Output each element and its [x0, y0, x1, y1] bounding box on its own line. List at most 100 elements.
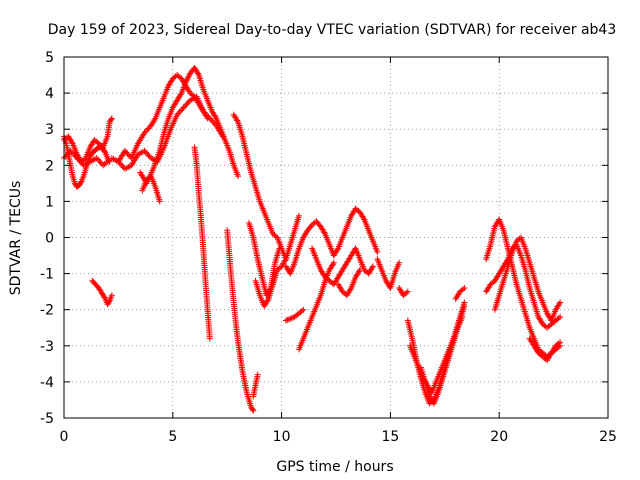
x-tick-label: 20	[490, 429, 508, 445]
data-point	[174, 111, 181, 118]
data-point	[118, 161, 125, 168]
data-point	[374, 248, 381, 255]
data-point	[93, 155, 100, 162]
y-tick-label: 0	[45, 231, 54, 247]
data-point	[202, 111, 209, 118]
data-point	[108, 115, 115, 122]
data-point	[195, 70, 202, 77]
data-point	[403, 289, 410, 296]
data-point	[369, 263, 376, 270]
data-point	[142, 128, 149, 135]
y-tick-label: -4	[40, 375, 54, 391]
y-tick-label: 1	[45, 194, 54, 210]
data-point	[108, 292, 115, 299]
data-point	[208, 116, 215, 123]
data-point	[264, 297, 271, 304]
data-point	[334, 246, 341, 253]
data-point	[121, 147, 128, 154]
data-point	[210, 119, 217, 126]
data-point	[200, 108, 207, 115]
data-point	[71, 152, 78, 159]
x-axis-label: GPS time / hours	[276, 459, 393, 475]
data-point	[557, 299, 564, 306]
y-tick-label: 3	[45, 122, 54, 138]
x-tick-label: 0	[60, 429, 69, 445]
data-point	[104, 158, 111, 165]
data-point	[116, 160, 123, 167]
data-point	[179, 105, 186, 112]
data-point	[250, 407, 257, 414]
data-point	[556, 300, 563, 307]
data-point	[300, 306, 307, 313]
data-point	[70, 150, 77, 157]
data-point	[557, 313, 564, 320]
data-point	[360, 215, 367, 222]
data-point	[123, 149, 130, 156]
data-point	[307, 223, 314, 230]
data-point	[288, 315, 295, 322]
data-point	[249, 406, 256, 413]
data-point	[96, 157, 103, 164]
x-tick-label: 10	[273, 429, 291, 445]
x-tick-label: 25	[599, 429, 617, 445]
data-point	[461, 303, 468, 310]
data-point	[321, 229, 328, 236]
data-point	[75, 156, 82, 163]
data-point	[151, 116, 158, 123]
data-point	[178, 107, 185, 114]
data-point	[555, 315, 562, 322]
data-point	[94, 156, 101, 163]
y-tick-label: 4	[45, 86, 54, 102]
data-point	[124, 150, 131, 157]
data-point	[77, 179, 84, 186]
data-point	[356, 266, 363, 273]
data-point	[144, 126, 151, 133]
data-point	[204, 112, 211, 119]
data-point	[234, 117, 241, 124]
y-tick-label: -2	[40, 303, 54, 319]
data-point	[144, 150, 151, 157]
data-point	[461, 285, 468, 292]
data-point	[175, 110, 182, 117]
data-point	[298, 307, 305, 314]
data-point	[81, 156, 88, 163]
data-point	[396, 259, 403, 266]
data-point	[404, 288, 411, 295]
data-point	[97, 159, 104, 166]
y-tick-label: 5	[45, 50, 54, 66]
data-point	[67, 147, 74, 154]
data-point	[115, 158, 122, 165]
data-point	[101, 294, 108, 301]
data-point	[125, 152, 132, 159]
data-point	[459, 286, 466, 293]
data-point	[62, 153, 69, 160]
data-point	[77, 159, 84, 166]
data-point	[235, 173, 242, 180]
y-tick-label: -1	[40, 267, 54, 283]
data-point	[254, 371, 261, 378]
y-tick-label: -5	[40, 411, 54, 427]
x-tick-label: 5	[168, 429, 177, 445]
data-point	[176, 108, 183, 115]
data-point	[181, 103, 188, 110]
data-point	[287, 315, 294, 322]
data-point	[276, 245, 283, 252]
data-point	[64, 150, 71, 157]
data-point	[282, 256, 289, 263]
data-point	[145, 152, 152, 159]
data-point	[141, 147, 148, 154]
data-points	[61, 64, 564, 414]
data-point	[180, 104, 187, 111]
data-point	[201, 109, 208, 116]
chart-title: Day 159 of 2023, Sidereal Day-to-day VTE…	[48, 22, 617, 38]
data-point	[68, 149, 75, 156]
data-point	[108, 116, 115, 123]
data-point	[68, 139, 75, 146]
data-point	[184, 100, 191, 107]
data-point	[206, 335, 213, 342]
data-point	[296, 212, 303, 219]
data-point	[212, 113, 219, 120]
data-point	[557, 339, 564, 346]
